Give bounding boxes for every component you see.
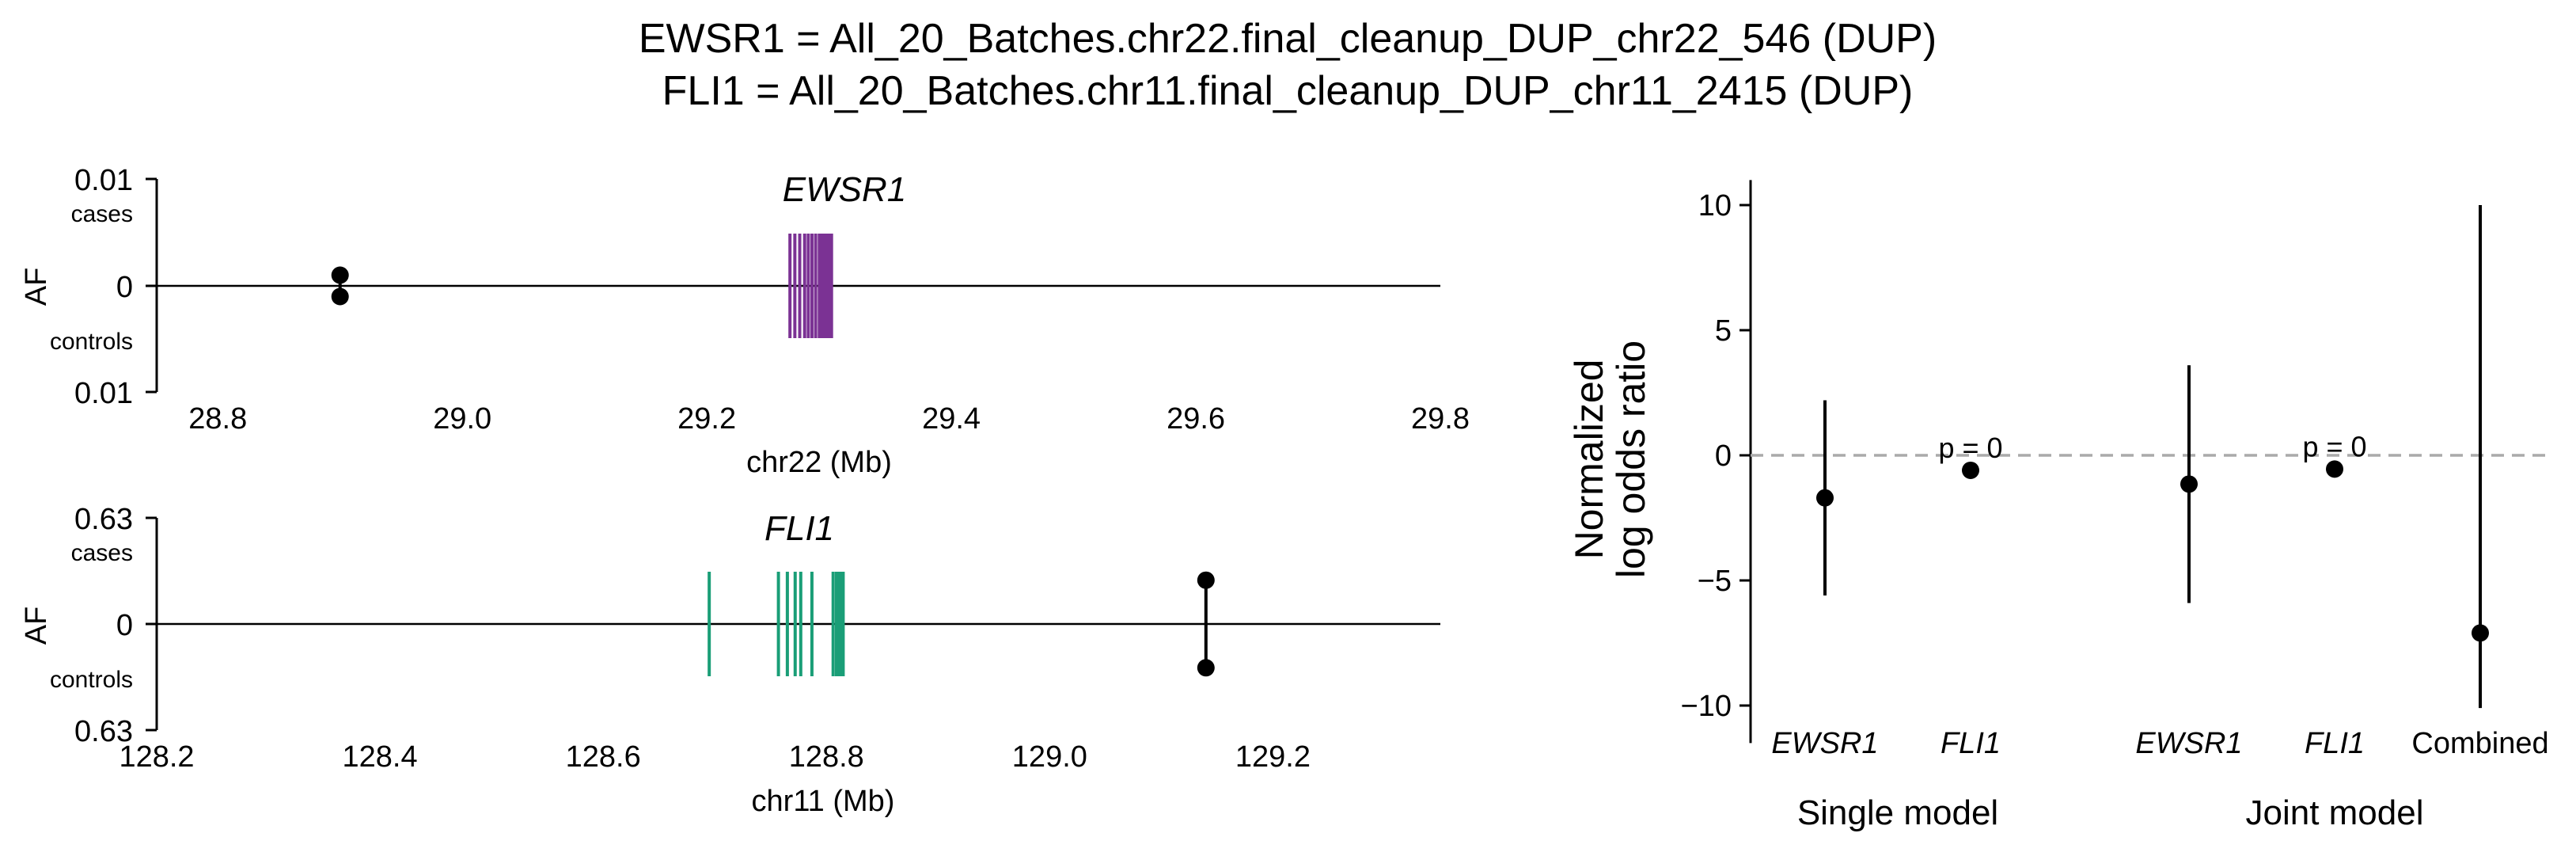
fli1-cases-label: cases <box>71 540 133 566</box>
figure-title-line2: FLI1 = All_20_Batches.chr11.final_cleanu… <box>662 68 1914 114</box>
odds-group-label: Joint model <box>2245 793 2423 832</box>
odds-point <box>2326 460 2343 478</box>
odds-y-axis-label-line1: Normalized <box>1567 360 1611 560</box>
ewsr1-ytick-middle: 0 <box>116 271 133 304</box>
odds-ytick-label: −10 <box>1681 690 1732 723</box>
fli1-xtick-label: 128.4 <box>343 740 418 774</box>
fli1-xtick-label: 129.2 <box>1235 740 1311 774</box>
fli1-xtick-label: 129.0 <box>1012 740 1087 774</box>
fli1-locus-panel: FLI1 0.63 cases 0 controls 0.63 AF chr11… <box>20 503 1440 818</box>
ewsr1-xtick-label: 29.2 <box>677 402 736 436</box>
odds-ytick-label: 5 <box>1715 314 1732 348</box>
fli1-controls-label: controls <box>50 667 133 693</box>
ewsr1-xtick-label: 28.8 <box>188 402 247 436</box>
ewsr1-cases-label: cases <box>71 201 133 227</box>
odds-point <box>2472 624 2489 642</box>
fli1-variant-cases-point <box>1197 571 1215 589</box>
odds-ratio-panel: Normalized log odds ratio 10 5 0 −5 −10 p = 0… <box>1567 180 2552 832</box>
ewsr1-xtick-label: 29.4 <box>922 402 981 436</box>
ewsr1-locus-panel: EWSR1 0.01 cases 0 controls 0.01 AF chr2… <box>20 164 1470 479</box>
odds-p-value-label: p = 0 <box>1938 432 2002 464</box>
fli1-ytick-middle: 0 <box>116 609 133 642</box>
fli1-xtick-label: 128.6 <box>566 740 641 774</box>
fli1-variant-controls-point <box>1197 659 1215 677</box>
ewsr1-x-axis-label: chr22 (Mb) <box>746 446 892 479</box>
fli1-gene-title: FLI1 <box>764 509 834 548</box>
odds-category-label: EWSR1 <box>2135 727 2242 760</box>
ewsr1-y-axis-label: AF <box>20 268 53 306</box>
fli1-ytick-bottom: 0.63 <box>74 715 133 748</box>
ewsr1-xtick-label: 29.8 <box>1411 402 1470 436</box>
odds-category-label: FLI1 <box>1941 727 2001 760</box>
odds-category-label: FLI1 <box>2305 727 2365 760</box>
figure-title-line1: EWSR1 = All_20_Batches.chr22.final_clean… <box>639 16 1937 62</box>
odds-ytick-label: −5 <box>1698 565 1732 598</box>
ewsr1-xtick-label: 29.6 <box>1167 402 1225 436</box>
fli1-xtick-label: 128.2 <box>119 740 194 774</box>
odds-point <box>1816 489 1834 507</box>
odds-y-axis-label-line2: log odds ratio <box>1609 340 1653 578</box>
fli1-xtick-label: 128.8 <box>789 740 864 774</box>
fli1-x-axis-label: chr11 (Mb) <box>752 785 895 818</box>
fli1-y-axis-label: AF <box>20 607 53 645</box>
ewsr1-ytick-top: 0.01 <box>74 164 133 197</box>
fli1-ytick-top: 0.63 <box>74 503 133 536</box>
odds-group-label: Single model <box>1797 793 1998 832</box>
ewsr1-ytick-bottom: 0.01 <box>74 377 133 410</box>
odds-ytick-label: 0 <box>1715 439 1732 473</box>
ewsr1-controls-label: controls <box>50 329 133 355</box>
ewsr1-variant-controls-point <box>331 287 349 306</box>
odds-p-value-label: p = 0 <box>2302 430 2366 462</box>
odds-point <box>2180 475 2198 493</box>
odds-ytick-label: 10 <box>1698 189 1732 223</box>
odds-point <box>1962 461 1979 479</box>
ewsr1-gene-title: EWSR1 <box>783 170 906 209</box>
odds-category-label: EWSR1 <box>1771 727 1878 760</box>
ewsr1-xtick-label: 29.0 <box>433 402 491 436</box>
odds-category-label: Combined <box>2411 727 2548 760</box>
ewsr1-variant-cases-point <box>331 266 349 284</box>
